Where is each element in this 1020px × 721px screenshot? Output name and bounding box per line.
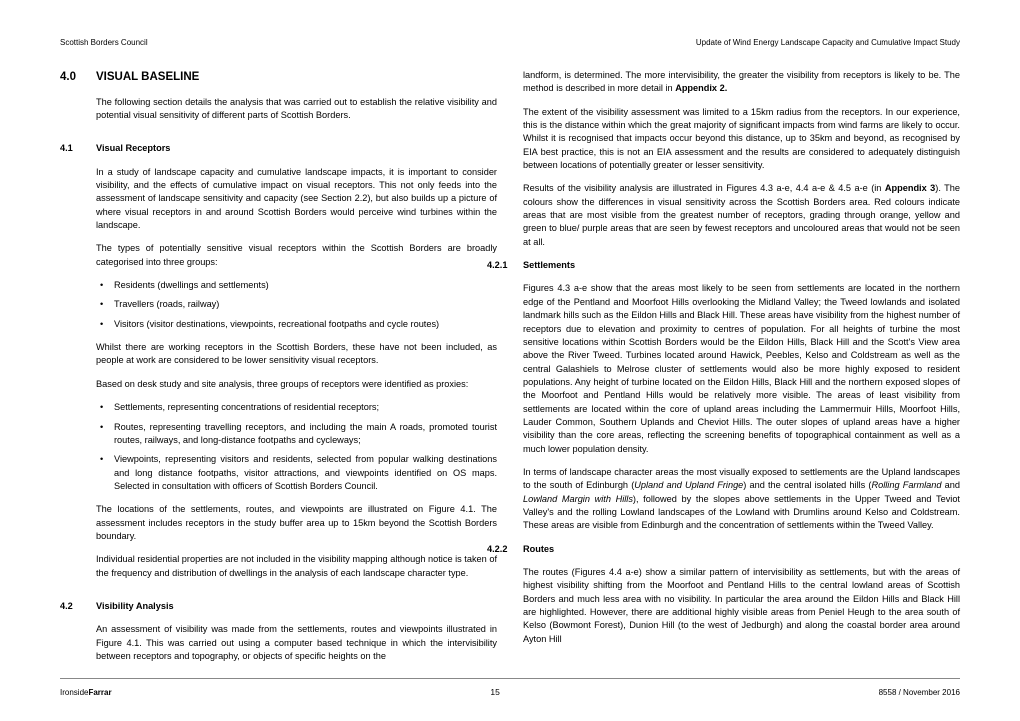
- list-item: Routes, representing travelling receptor…: [96, 421, 497, 448]
- sec-title: Routes: [523, 543, 554, 556]
- footer-right: 8558 / November 2016: [879, 688, 960, 697]
- list-item: Viewpoints, representing visitors and re…: [96, 453, 497, 493]
- text-italic: Lowland Margin with Hills: [523, 494, 633, 504]
- section-4-2-heading: 4.2 Visibility Analysis: [60, 600, 497, 613]
- footer-brand-a: Ironside: [60, 688, 88, 697]
- text-run: Results of the visibility analysis are i…: [523, 183, 885, 193]
- paragraph: Results of the visibility analysis are i…: [523, 182, 960, 249]
- section-4-2-2-heading: 4.2.2 Routes: [487, 543, 960, 556]
- paragraph: The types of potentially sensitive visua…: [96, 242, 497, 269]
- list-item: Settlements, representing concentrations…: [96, 401, 497, 414]
- sec-num: 4.2.1: [487, 259, 523, 272]
- page-number: 15: [490, 687, 499, 697]
- section-4-0-heading: 4.0 VISUAL BASELINE: [60, 69, 497, 86]
- list-item: Visitors (visitor destinations, viewpoin…: [96, 318, 497, 331]
- paragraph: In a study of landscape capacity and cum…: [96, 166, 497, 233]
- footer-rule: [60, 678, 960, 679]
- right-column: landform, is determined. The more interv…: [523, 69, 960, 673]
- text-run: ) and the central isolated hills (: [743, 480, 871, 490]
- footer-brand-b: Farrar: [88, 688, 111, 697]
- footer-left: IronsideFarrar: [60, 688, 112, 697]
- sec-num: 4.2.2: [487, 543, 523, 556]
- text-run: and: [945, 480, 960, 490]
- text-italic: Upland and Upland Fringe: [634, 480, 743, 490]
- text-italic: Rolling Farmland: [871, 480, 944, 490]
- paragraph: An assessment of visibility was made fro…: [96, 623, 497, 663]
- paragraph: The extent of the visibility assessment …: [523, 106, 960, 173]
- sec-num: 4.1: [60, 142, 96, 155]
- list-item: Travellers (roads, railway): [96, 298, 497, 311]
- page-header: Scottish Borders Council Update of Wind …: [60, 38, 960, 47]
- paragraph: The routes (Figures 4.4 a-e) show a simi…: [523, 566, 960, 646]
- header-right: Update of Wind Energy Landscape Capacity…: [696, 38, 960, 47]
- list-item: Residents (dwellings and settlements): [96, 279, 497, 292]
- sec-title: Settlements: [523, 259, 575, 272]
- section-4-1-heading: 4.1 Visual Receptors: [60, 142, 497, 155]
- sec-title: Visibility Analysis: [96, 600, 174, 613]
- paragraph: The following section details the analys…: [96, 96, 497, 123]
- text-bold: Appendix 3: [885, 183, 935, 193]
- left-column: 4.0 VISUAL BASELINE The following sectio…: [60, 69, 497, 673]
- main-content: 4.0 VISUAL BASELINE The following sectio…: [60, 69, 960, 673]
- header-left: Scottish Borders Council: [60, 38, 148, 47]
- sec-title: VISUAL BASELINE: [96, 69, 199, 86]
- paragraph: Whilst there are working receptors in th…: [96, 341, 497, 368]
- sec-num: 4.2: [60, 600, 96, 613]
- paragraph: landform, is determined. The more interv…: [523, 69, 960, 96]
- text-run: landform, is determined. The more interv…: [523, 70, 960, 93]
- paragraph: Figures 4.3 a-e show that the areas most…: [523, 282, 960, 455]
- paragraph: Individual residential properties are no…: [96, 553, 497, 580]
- bullet-list: Settlements, representing concentrations…: [96, 401, 497, 493]
- section-4-2-1-heading: 4.2.1 Settlements: [487, 259, 960, 272]
- paragraph: Based on desk study and site analysis, t…: [96, 378, 497, 391]
- sec-num: 4.0: [60, 69, 96, 86]
- paragraph: The locations of the settlements, routes…: [96, 503, 497, 543]
- bullet-list: Residents (dwellings and settlements) Tr…: [96, 279, 497, 331]
- paragraph: In terms of landscape character areas th…: [523, 466, 960, 533]
- text-bold: Appendix 2.: [675, 83, 727, 93]
- page-footer: IronsideFarrar 15 8558 / November 2016: [60, 687, 960, 697]
- sec-title: Visual Receptors: [96, 142, 170, 155]
